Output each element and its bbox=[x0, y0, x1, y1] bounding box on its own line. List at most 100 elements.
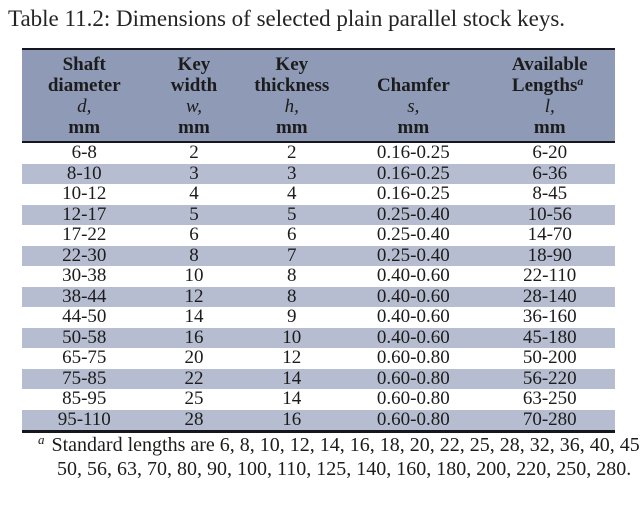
cell-chamfer: 0.16-0.25 bbox=[376, 142, 450, 163]
cell-shaft-diameter: 95-110 bbox=[57, 408, 111, 430]
table-row: 12-17 5 5 0.25-0.40 10-56 bbox=[22, 203, 615, 225]
cell-key-width: 8 bbox=[189, 244, 199, 266]
cell-available-lengths: 10-56 bbox=[527, 203, 572, 225]
cell-key-width: 25 bbox=[184, 388, 204, 409]
cell-chamfer: 0.40-0.60 bbox=[376, 265, 450, 286]
cell-key-width: 22 bbox=[184, 367, 204, 389]
column-symbol: s, bbox=[407, 96, 420, 117]
cell-key-width: 14 bbox=[184, 306, 204, 327]
cell-key-width: 10 bbox=[184, 265, 204, 286]
cell-chamfer: 0.60-0.80 bbox=[376, 408, 450, 430]
cell-available-lengths: 8-45 bbox=[532, 183, 568, 204]
table-row: 22-30 8 7 0.25-0.40 18-90 bbox=[22, 244, 615, 266]
cell-chamfer: 0.25-0.40 bbox=[376, 224, 450, 245]
column-title: Available Lengthsa bbox=[511, 54, 588, 96]
column-title: Key width bbox=[170, 54, 218, 96]
table-row: 38-44 12 8 0.40-0.60 28-140 bbox=[22, 285, 615, 307]
footnote-text: Standard lengths are 6, 8, 10, 12, 14, 1… bbox=[51, 434, 640, 480]
cell-key-width: 6 bbox=[189, 224, 199, 245]
cell-key-width: 12 bbox=[184, 285, 204, 307]
cell-available-lengths: 18-90 bbox=[527, 244, 572, 266]
cell-available-lengths: 6-20 bbox=[532, 142, 568, 163]
cell-chamfer: 0.60-0.80 bbox=[376, 367, 450, 389]
column-unit: mm bbox=[178, 117, 210, 138]
cell-key-thickness: 16 bbox=[282, 408, 302, 430]
column-symbol: l, bbox=[544, 96, 555, 117]
table-row: 8-10 3 3 0.16-0.25 6-36 bbox=[22, 162, 615, 184]
cell-chamfer: 0.40-0.60 bbox=[376, 326, 450, 348]
footnote: a Standard lengths are 6, 8, 10, 12, 14, … bbox=[38, 432, 640, 481]
cell-key-width: 28 bbox=[184, 408, 204, 430]
cell-shaft-diameter: 50-58 bbox=[62, 326, 107, 348]
cell-key-thickness: 14 bbox=[282, 367, 302, 389]
cell-available-lengths: 70-280 bbox=[522, 408, 577, 430]
cell-key-thickness: 7 bbox=[287, 244, 297, 266]
cell-shaft-diameter: 38-44 bbox=[62, 285, 107, 307]
cell-available-lengths: 28-140 bbox=[522, 285, 577, 307]
stock-keys-table: Shaft diameter d, mm Key width w, mm Key thicknes… bbox=[22, 48, 615, 433]
cell-key-width: 5 bbox=[189, 203, 199, 225]
table-header-row: Shaft diameter d, mm Key width w, mm Key thicknes… bbox=[22, 48, 615, 143]
footnote-reference: a bbox=[577, 74, 584, 88]
table-row: 95-110 28 16 0.60-0.80 70-280 bbox=[22, 408, 615, 430]
cell-shaft-diameter: 22-30 bbox=[62, 244, 107, 266]
cell-key-thickness: 9 bbox=[287, 306, 297, 327]
table-caption: Table 11.2: Dimensions of selected plain… bbox=[8, 6, 566, 31]
table-row: 17-22 6 6 0.25-0.40 14-70 bbox=[22, 224, 615, 246]
column-symbol: d, bbox=[77, 96, 92, 117]
column-header-shaft-diameter: Shaft diameter d, mm bbox=[22, 54, 147, 138]
cell-key-width: 20 bbox=[184, 347, 204, 368]
cell-shaft-diameter: 8-10 bbox=[66, 162, 102, 184]
table-row: 44-50 14 9 0.40-0.60 36-160 bbox=[22, 306, 615, 328]
footnote-marker: a bbox=[38, 432, 45, 447]
table-row: 75-85 22 14 0.60-0.80 56-220 bbox=[22, 367, 615, 389]
cell-shaft-diameter: 44-50 bbox=[62, 306, 107, 327]
cell-chamfer: 0.16-0.25 bbox=[376, 162, 450, 184]
column-unit: mm bbox=[533, 117, 566, 138]
table-row: 10-12 4 4 0.16-0.25 8-45 bbox=[22, 183, 615, 205]
cell-key-thickness: 8 bbox=[287, 265, 297, 286]
table-row: 6-8 2 2 0.16-0.25 6-20 bbox=[22, 142, 615, 164]
table-body: 6-8 2 2 0.16-0.25 6-20 8-10 3 3 0.16-0.25 6-36 10-… bbox=[22, 142, 615, 433]
cell-key-thickness: 5 bbox=[287, 203, 297, 225]
cell-available-lengths: 63-250 bbox=[522, 388, 577, 409]
column-header-key-width: Key width w, mm bbox=[147, 54, 242, 138]
column-title: Chamfer bbox=[376, 75, 450, 96]
table-row: 65-75 20 12 0.60-0.80 50-200 bbox=[22, 347, 615, 369]
cell-shaft-diameter: 6-8 bbox=[71, 142, 97, 163]
cell-available-lengths: 6-36 bbox=[532, 162, 568, 184]
cell-chamfer: 0.60-0.80 bbox=[376, 388, 450, 409]
cell-key-thickness: 6 bbox=[287, 224, 297, 245]
cell-shaft-diameter: 85-95 bbox=[62, 388, 107, 409]
cell-available-lengths: 22-110 bbox=[523, 265, 577, 286]
column-title: Key thickness bbox=[254, 54, 330, 96]
cell-key-thickness: 4 bbox=[287, 183, 297, 204]
cell-key-thickness: 3 bbox=[287, 162, 297, 184]
cell-shaft-diameter: 17-22 bbox=[62, 224, 107, 245]
cell-available-lengths: 14-70 bbox=[527, 224, 572, 245]
cell-available-lengths: 56-220 bbox=[522, 367, 577, 389]
cell-chamfer: 0.16-0.25 bbox=[376, 183, 450, 204]
cell-shaft-diameter: 75-85 bbox=[62, 367, 107, 389]
cell-chamfer: 0.40-0.60 bbox=[376, 285, 450, 307]
table-row: 50-58 16 10 0.40-0.60 45-180 bbox=[22, 326, 615, 348]
cell-key-width: 2 bbox=[189, 142, 199, 163]
cell-chamfer: 0.40-0.60 bbox=[376, 306, 450, 327]
cell-key-width: 4 bbox=[189, 183, 199, 204]
column-unit: mm bbox=[397, 117, 430, 138]
cell-available-lengths: 50-200 bbox=[522, 347, 577, 368]
cell-shaft-diameter: 12-17 bbox=[62, 203, 107, 225]
cell-key-thickness: 2 bbox=[287, 142, 297, 163]
column-symbol: h, bbox=[284, 96, 299, 117]
table-row: 85-95 25 14 0.60-0.80 63-250 bbox=[22, 388, 615, 410]
column-symbol: w, bbox=[185, 96, 202, 117]
cell-available-lengths: 45-180 bbox=[522, 326, 577, 348]
column-unit: mm bbox=[68, 117, 101, 138]
cell-shaft-diameter: 65-75 bbox=[62, 347, 107, 368]
column-title: Shaft diameter bbox=[47, 54, 121, 96]
cell-chamfer: 0.25-0.40 bbox=[376, 244, 450, 266]
cell-key-width: 16 bbox=[184, 326, 204, 348]
cell-key-thickness: 8 bbox=[287, 285, 297, 307]
column-unit: mm bbox=[275, 117, 308, 138]
